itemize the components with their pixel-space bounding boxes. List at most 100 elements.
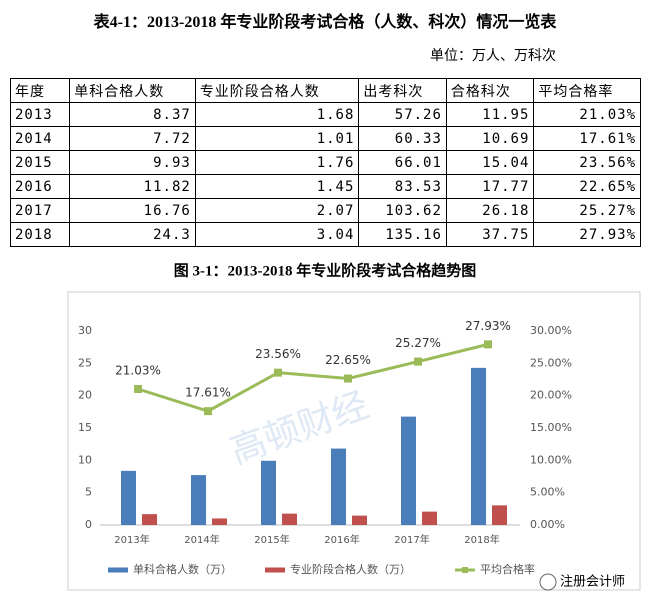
legend-marker	[462, 567, 468, 573]
chart-frame	[67, 291, 641, 591]
y2-tick-label: 15.00%	[530, 421, 572, 434]
bar	[492, 505, 507, 525]
data-label: 22.65%	[325, 353, 371, 367]
table-cell: 2.07	[194, 198, 360, 223]
table-row: 2014 7.72 1.01 60.33 10.69 17.61%	[9, 126, 641, 151]
table-cell: 17.61%	[533, 126, 641, 151]
table-cell: 1.01	[194, 126, 360, 151]
bar	[261, 460, 276, 525]
table-cell: 26.18	[445, 198, 535, 223]
table-cell: 1.68	[194, 102, 360, 127]
table-cell: 11.82	[69, 174, 196, 199]
table-cell: 单科合格人数	[69, 78, 196, 103]
table-cell: 57.26	[358, 102, 447, 127]
bar	[401, 416, 416, 525]
table-cell: 年度	[9, 78, 71, 103]
data-label: 23.56%	[255, 347, 301, 361]
data-label: 25.27%	[395, 336, 441, 350]
table-cell: 103.62	[358, 198, 447, 223]
y2-tick-label: 20.00%	[530, 389, 572, 402]
table-cell: 2014	[9, 126, 71, 151]
table-row: 2013 8.37 1.68 57.26 11.95 21.03%	[9, 102, 641, 127]
watermark: 高顿财经	[225, 385, 374, 473]
table-cell: 3.04	[194, 222, 360, 247]
table-cell: 1.45	[194, 174, 360, 199]
table-cell: 23.56%	[533, 150, 641, 175]
line	[137, 342, 489, 413]
x-tick-label: 2018年	[464, 533, 499, 546]
table-cell: 专业阶段合格人数	[194, 78, 360, 103]
bar	[331, 448, 346, 525]
table-row: 2018 24.3 3.04 135.16 37.75 27.93%	[9, 222, 641, 247]
table-cell: 1.76	[194, 150, 360, 175]
table-cell: 出考科次	[358, 78, 447, 103]
y2-tick-label: 0.00%	[530, 518, 565, 531]
bar	[142, 514, 157, 525]
legend-label: 专业阶段合格人数（万）	[290, 562, 411, 576]
line-marker	[344, 374, 352, 383]
x-tick-label: 2016年	[324, 533, 359, 546]
table-cell: 2017	[9, 198, 71, 223]
table-cell: 7.72	[69, 126, 196, 151]
chart: 图 3-1：2013-2018 年专业阶段考试合格趋势图 高顿财经 注册会计师 …	[67, 261, 641, 591]
badge-icon	[539, 573, 557, 591]
bar	[212, 518, 227, 525]
bar	[121, 470, 136, 525]
table-cell: 8.37	[69, 102, 196, 127]
table-row: 年度 单科合格人数 专业阶段合格人数 出考科次 合格科次 平均合格率	[9, 78, 641, 103]
data-label: 17.61%	[185, 386, 231, 400]
data-label: 21.03%	[115, 364, 161, 378]
x-tick-label: 2014年	[184, 533, 219, 546]
y-tick-label: 10	[78, 453, 92, 466]
y2-tick-label: 25.00%	[530, 356, 572, 369]
line-marker	[414, 357, 422, 366]
unit: 单位：万人、万科次	[430, 48, 556, 64]
table-cell: 合格科次	[445, 78, 535, 103]
table-cell: 24.3	[69, 222, 196, 247]
table-cell: 66.01	[358, 150, 447, 175]
table-cell: 60.33	[358, 126, 447, 151]
y-tick-label: 5	[85, 486, 92, 499]
bar	[282, 513, 297, 525]
table-cell: 平均合格率	[533, 78, 641, 103]
x-tick-label: 2013年	[114, 533, 149, 546]
data-table: 年度 单科合格人数 专业阶段合格人数 出考科次 合格科次 平均合格率 2013 8.37 1.6…	[9, 78, 641, 247]
y2-tick-label: 10.00%	[530, 453, 572, 466]
table-cell: 2013	[9, 102, 71, 127]
chart-title: 图 3-1：2013-2018 年专业阶段考试合格趋势图	[174, 261, 477, 279]
badge: 注册会计师	[560, 575, 625, 590]
table-cell: 10.69	[445, 126, 535, 151]
line-marker	[204, 407, 212, 416]
table-cell: 11.95	[445, 102, 535, 127]
table-cell: 21.03%	[533, 102, 641, 127]
y-tick-label: 0	[85, 518, 92, 531]
bar	[422, 511, 437, 525]
table-row: 2016 11.82 1.45 83.53 17.77 22.65%	[9, 174, 641, 199]
bar	[471, 367, 486, 525]
y-tick-label: 20	[78, 389, 92, 402]
table-cell: 22.65%	[533, 174, 641, 199]
table-cell: 17.77	[445, 174, 535, 199]
x-tick-label: 2017年	[394, 533, 429, 546]
table-row: 2015 9.93 1.76 66.01 15.04 23.56%	[9, 150, 641, 175]
legend-label: 单科合格人数（万）	[133, 562, 232, 576]
data-label: 27.93%	[465, 319, 511, 333]
table-cell: 37.75	[445, 222, 535, 247]
bar	[191, 475, 206, 525]
y2-tick-label: 5.00%	[530, 486, 565, 499]
table-cell: 25.27%	[533, 198, 641, 223]
table-cell: 2018	[9, 222, 71, 247]
table-cell: 15.04	[445, 150, 535, 175]
line-marker	[484, 340, 492, 349]
table-cell: 9.93	[69, 150, 196, 175]
table-cell: 2016	[9, 174, 71, 199]
table-row: 2017 16.76 2.07 103.62 26.18 25.27%	[9, 198, 641, 223]
table-cell: 27.93%	[533, 222, 641, 247]
bar	[352, 515, 367, 525]
table-cell: 2015	[9, 150, 71, 175]
y-tick-label: 15	[78, 421, 92, 434]
table-cell: 83.53	[358, 174, 447, 199]
y-tick-label: 25	[78, 356, 92, 369]
legend-label: 平均合格率	[480, 562, 535, 576]
